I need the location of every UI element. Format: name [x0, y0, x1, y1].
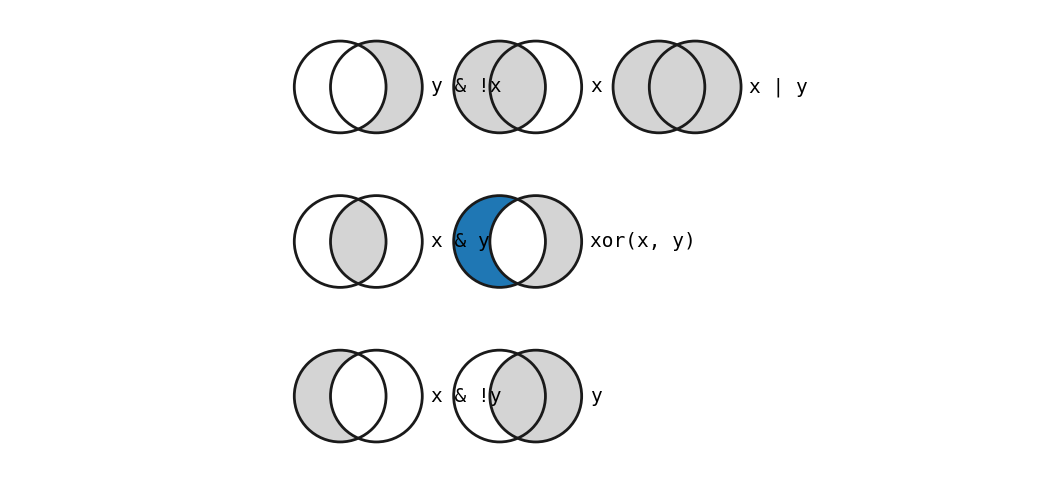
Text: x: x [590, 77, 602, 97]
Text: x | y: x | y [749, 77, 808, 97]
Circle shape [454, 196, 545, 287]
Text: y: y [590, 386, 602, 406]
Circle shape [454, 41, 545, 133]
Circle shape [330, 350, 422, 442]
Circle shape [613, 41, 704, 133]
Circle shape [330, 196, 422, 287]
Text: xor(x, y): xor(x, y) [590, 232, 696, 251]
Circle shape [454, 196, 545, 287]
Text: x & y: x & y [431, 232, 489, 251]
Circle shape [330, 41, 422, 133]
Circle shape [295, 41, 386, 133]
Circle shape [295, 350, 386, 442]
Circle shape [649, 41, 741, 133]
Text: y & !x: y & !x [431, 77, 502, 97]
Circle shape [490, 196, 582, 287]
Circle shape [490, 350, 582, 442]
Circle shape [490, 196, 582, 287]
Text: x & !y: x & !y [431, 386, 502, 406]
